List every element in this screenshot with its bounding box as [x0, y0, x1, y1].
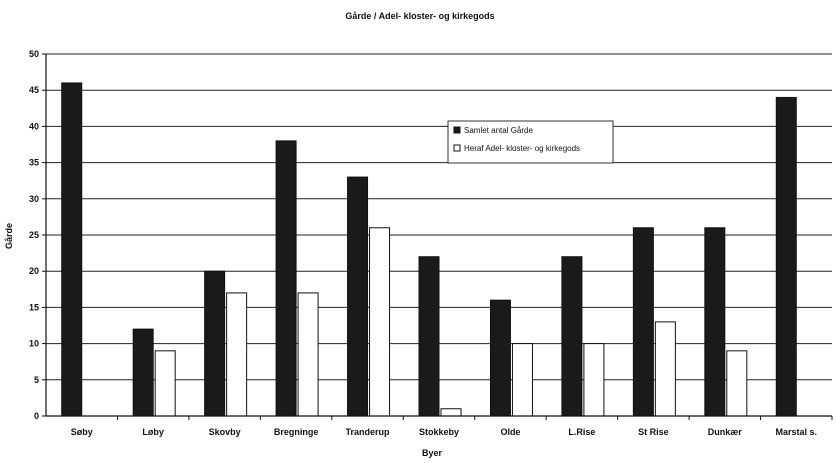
- bar: [561, 256, 583, 417]
- y-tick-label: 40: [29, 121, 39, 131]
- x-tick-label: Dunkær: [708, 427, 743, 437]
- bar: [369, 227, 391, 417]
- bar: [132, 328, 154, 417]
- bar: [511, 343, 533, 417]
- y-tick-label: 0: [34, 411, 39, 421]
- x-tick-label: Olde: [500, 427, 520, 437]
- legend-box: [447, 120, 614, 164]
- x-tick-label: Bregninge: [274, 427, 319, 437]
- y-axis-title: Gårde: [4, 223, 14, 249]
- y-tick-label: 5: [34, 375, 39, 385]
- y-tick-label: 50: [29, 49, 39, 59]
- bar: [489, 299, 511, 417]
- x-tick-label: Marstal s.: [776, 427, 818, 437]
- bar: [775, 96, 797, 417]
- y-tick-label: 10: [29, 339, 39, 349]
- bar: [154, 350, 176, 417]
- x-tick-label: Tranderup: [346, 427, 391, 437]
- x-tick-label: St Rise: [638, 427, 669, 437]
- bar: [347, 176, 369, 417]
- bar: [632, 227, 654, 417]
- x-tick-label: Skovby: [209, 427, 241, 437]
- y-tick-label: 30: [29, 194, 39, 204]
- legend-swatch: [453, 126, 461, 134]
- bar: [440, 408, 462, 417]
- bar: [418, 256, 440, 417]
- y-tick-label: 20: [29, 266, 39, 276]
- x-tick-label: L.Rise: [568, 427, 595, 437]
- bar: [654, 321, 676, 417]
- bar: [61, 82, 83, 417]
- x-axis-title: Byer: [422, 448, 443, 458]
- bar: [583, 343, 605, 417]
- y-tick-label: 45: [29, 85, 39, 95]
- y-tick-label: 35: [29, 158, 39, 168]
- legend-label: Samlet antal Gårde: [464, 126, 533, 135]
- bar: [297, 292, 319, 417]
- chart-title: Gårde / Adel- kloster- og kirkegods: [345, 11, 494, 21]
- x-tick-label: Løby: [142, 427, 164, 437]
- y-tick-label: 25: [29, 230, 39, 240]
- legend-label: Heraf Adel- kloster- og kirkegods: [464, 144, 580, 153]
- x-tick-labels: Søby Løby Skovby Bregninge Tranderup Stokkeby…: [71, 427, 817, 437]
- axes: [45, 54, 832, 417]
- y-tick-label: 15: [29, 302, 39, 312]
- bar: [226, 292, 248, 417]
- bars: [61, 82, 797, 417]
- bar: [204, 270, 226, 417]
- bar: [726, 350, 748, 417]
- x-tick-label: Søby: [71, 427, 93, 437]
- legend-swatch: [453, 144, 461, 152]
- y-tick-labels: 0 5 10 15 20 25 30 35 40 45 50: [29, 49, 39, 421]
- legend: Samlet antal Gårde Heraf Adel- kloster- o…: [447, 120, 614, 164]
- bar: [704, 227, 726, 417]
- x-tick-label: Stokkeby: [419, 427, 459, 437]
- bar: [275, 140, 297, 417]
